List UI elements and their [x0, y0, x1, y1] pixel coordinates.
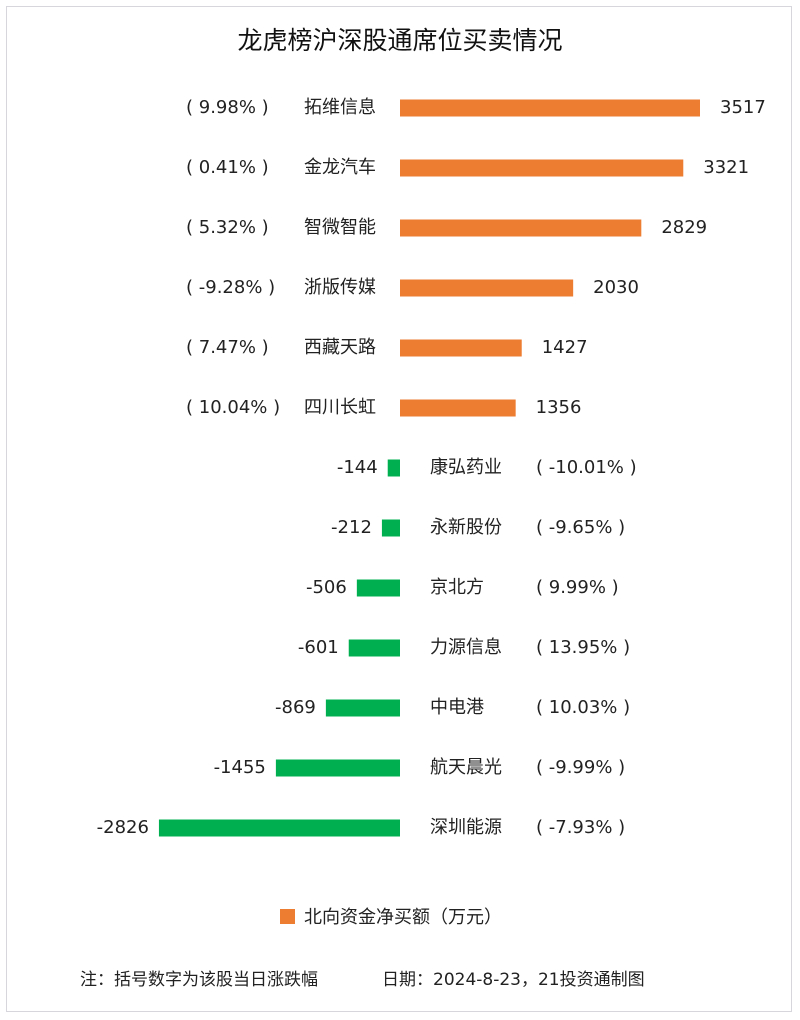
value-label: -869 [275, 697, 316, 718]
bar-深圳能源 [158, 819, 400, 837]
change-label: ( 10.03% ) [536, 697, 630, 718]
bar-rows: 3517 拓维信息 ( 9.98% ) 3321 金龙汽车 ( 0.41% ) 2829 智微… [97, 97, 766, 838]
footnote-note: 注：括号数字为该股当日涨跌幅 [80, 970, 318, 990]
stock-label: 深圳能源 [430, 817, 502, 838]
legend-swatch [280, 909, 295, 924]
change-label: ( 10.04% ) [186, 397, 280, 418]
stock-label: 康弘药业 [430, 457, 502, 478]
bar-航天晨光 [275, 759, 400, 777]
stock-label: 航天晨光 [430, 757, 502, 778]
bar-中电港 [325, 699, 400, 717]
change-label: ( -9.99% ) [536, 757, 625, 778]
change-label: ( 9.99% ) [536, 577, 619, 598]
bar-拓维信息 [400, 99, 700, 117]
value-label: -506 [306, 577, 347, 598]
value-label: -1455 [214, 757, 266, 778]
stock-label: 浙版传媒 [304, 277, 376, 298]
footnote-source: 日期：2024-8-23，21投资通制图 [382, 970, 645, 990]
stock-label: 西藏天路 [304, 337, 376, 358]
bar-力源信息 [348, 639, 400, 657]
bar-金龙汽车 [400, 159, 684, 177]
value-label: 1356 [536, 397, 582, 418]
stock-label: 金龙汽车 [304, 157, 376, 178]
value-label: -601 [298, 637, 339, 658]
change-label: ( 0.41% ) [186, 157, 269, 178]
bar-康弘药业 [387, 459, 400, 477]
change-label: ( 5.32% ) [186, 217, 269, 238]
stock-label: 中电港 [430, 697, 484, 718]
change-label: ( -9.28% ) [186, 277, 275, 298]
change-label: ( -7.93% ) [536, 817, 625, 838]
change-label: ( 9.98% ) [186, 97, 269, 118]
value-label: 3321 [703, 157, 749, 178]
change-label: ( 7.47% ) [186, 337, 269, 358]
stock-label: 永新股份 [430, 517, 502, 538]
stock-label: 力源信息 [430, 637, 502, 658]
chart-title: 龙虎榜沪深股通席位买卖情况 [237, 26, 562, 55]
change-label: ( -10.01% ) [536, 457, 637, 478]
stock-label: 四川长虹 [304, 397, 376, 418]
value-label: 2030 [593, 277, 639, 298]
stock-label: 拓维信息 [304, 97, 376, 118]
change-label: ( -9.65% ) [536, 517, 625, 538]
value-label: 1427 [542, 337, 588, 358]
legend: 北向资金净买额（万元） [280, 907, 502, 928]
value-label: 3517 [720, 97, 766, 118]
value-label: 2829 [661, 217, 707, 238]
bar-浙版传媒 [400, 279, 574, 297]
bar-京北方 [356, 579, 400, 597]
stock-label: 智微智能 [304, 217, 376, 238]
value-label: -212 [331, 517, 372, 538]
stock-label: 京北方 [430, 577, 484, 598]
bar-永新股份 [381, 519, 400, 537]
value-label: -2826 [97, 817, 149, 838]
value-label: -144 [337, 457, 378, 478]
legend-label: 北向资金净买额（万元） [304, 907, 502, 928]
bar-西藏天路 [400, 339, 522, 357]
bar-智微智能 [400, 219, 642, 237]
change-label: ( 13.95% ) [536, 637, 630, 658]
bar-四川长虹 [400, 399, 516, 417]
